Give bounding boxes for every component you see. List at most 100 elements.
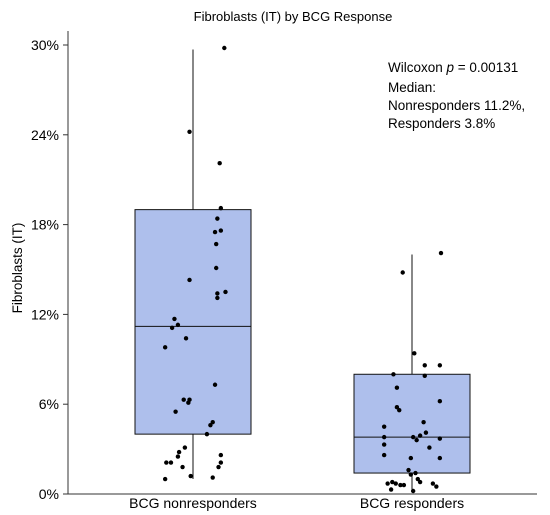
- data-point: [437, 436, 443, 441]
- data-point: [417, 479, 423, 485]
- plot-frame: [67, 31, 537, 495]
- data-point: [397, 407, 402, 413]
- data-point: [393, 481, 398, 486]
- data-point: [204, 431, 210, 437]
- data-point: [222, 45, 227, 51]
- data-point: [437, 363, 443, 368]
- x-tick-label: BCG responders: [360, 495, 464, 511]
- y-axis-label: Fibroblasts (IT): [10, 223, 25, 314]
- data-point: [437, 399, 443, 404]
- data-point: [394, 404, 400, 410]
- y-tick-label: 0%: [39, 486, 59, 502]
- data-point: [214, 265, 219, 271]
- data-point: [218, 460, 224, 465]
- data-point: [381, 424, 387, 429]
- data-point: [182, 445, 188, 450]
- data-point: [180, 464, 185, 470]
- data-point: [215, 291, 220, 296]
- annotation-p-value: = 0.00131: [454, 60, 518, 75]
- data-point: [388, 487, 394, 492]
- data-point: [218, 228, 224, 233]
- data-point: [422, 373, 427, 378]
- stats-annotation: Wilcoxon p = 0.00131 Median: Nonresponde…: [388, 60, 525, 131]
- data-point: [164, 460, 169, 465]
- y-tick-label: 30%: [31, 37, 59, 53]
- data-point: [215, 216, 220, 221]
- data-point: [427, 445, 432, 450]
- data-point: [414, 437, 419, 443]
- data-point: [188, 473, 193, 479]
- data-point: [401, 482, 407, 488]
- data-point: [186, 400, 191, 405]
- data-point: [212, 382, 218, 387]
- data-point: [417, 433, 423, 438]
- data-point: [175, 322, 181, 328]
- data-point: [430, 481, 436, 486]
- data-point: [176, 449, 182, 455]
- data-point: [437, 455, 443, 461]
- y-tick-label: 24%: [31, 127, 59, 143]
- data-point: [214, 241, 219, 247]
- data-point: [421, 419, 426, 425]
- data-point: [410, 434, 416, 440]
- data-point: [400, 270, 405, 275]
- x-axis-labels: BCG nonresponders BCG responders: [129, 495, 464, 511]
- data-point: [208, 422, 213, 428]
- annotation-line-3: Nonresponders 11.2%,: [388, 98, 525, 113]
- chart-title: Fibroblasts (IT) by BCG Response: [194, 9, 393, 24]
- data-point: [168, 460, 174, 465]
- data-point: [408, 472, 414, 477]
- data-point: [183, 336, 189, 341]
- data-point: [410, 488, 416, 494]
- y-axis-ticks: 0% 6% 12% 18% 24% 30%: [31, 37, 68, 502]
- data-point: [212, 229, 218, 235]
- data-point: [172, 316, 177, 322]
- data-point: [169, 325, 175, 331]
- annotation-line-2: Median:: [388, 80, 436, 95]
- data-point: [381, 442, 387, 447]
- jitter-points: [162, 45, 444, 494]
- data-point: [187, 277, 192, 283]
- x-tick-label: BCG nonresponders: [129, 495, 257, 511]
- data-point: [398, 482, 403, 488]
- data-point: [162, 476, 168, 482]
- annotation-line-4: Responders 3.8%: [388, 116, 495, 131]
- data-point: [217, 161, 222, 166]
- annotation-line-1: Wilcoxon p = 0.00131: [388, 60, 518, 75]
- data-point: [218, 205, 224, 211]
- data-point: [394, 385, 400, 390]
- annotation-p-symbol: p: [446, 60, 455, 75]
- data-point: [434, 484, 439, 489]
- data-point: [381, 434, 387, 440]
- data-point: [413, 470, 418, 476]
- data-point: [210, 475, 215, 480]
- box-iqr: [134, 209, 252, 435]
- data-point: [390, 479, 395, 485]
- y-tick-label: 18%: [31, 217, 59, 233]
- data-point: [218, 452, 224, 458]
- annotation-test-name: Wilcoxon: [388, 60, 447, 75]
- data-point: [162, 345, 168, 350]
- data-point: [391, 372, 396, 377]
- data-point: [173, 409, 178, 414]
- data-point: [406, 467, 411, 473]
- boxes: [134, 49, 471, 490]
- data-point: [216, 464, 221, 470]
- data-point: [381, 452, 387, 458]
- data-point: [423, 430, 429, 435]
- y-tick-label: 12%: [31, 306, 59, 322]
- data-point: [438, 250, 444, 256]
- data-point: [422, 363, 427, 368]
- data-point: [223, 289, 228, 295]
- data-point: [187, 129, 192, 135]
- data-point: [412, 351, 417, 356]
- data-point: [415, 476, 420, 482]
- y-tick-label: 6%: [39, 396, 59, 412]
- data-point: [385, 481, 390, 486]
- data-point: [175, 454, 181, 459]
- data-point: [215, 295, 220, 301]
- data-point: [210, 419, 215, 425]
- data-point: [181, 397, 186, 402]
- data-point: [408, 455, 414, 461]
